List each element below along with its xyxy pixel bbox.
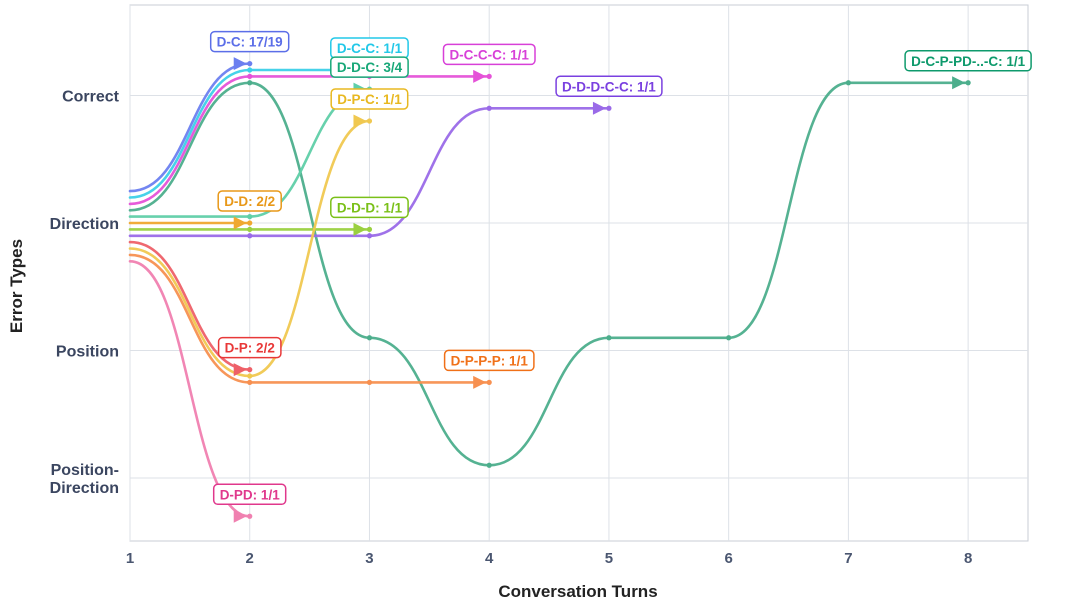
series-point xyxy=(965,80,971,86)
end-label-text: D-D-D-C-C: 1/1 xyxy=(562,79,656,94)
series-point xyxy=(247,373,253,379)
y-tick-label: Position xyxy=(56,344,119,361)
x-tick-label: 5 xyxy=(605,550,613,567)
series-point xyxy=(606,335,612,341)
series-end-arrow xyxy=(233,363,247,377)
y-tick-label: Position-Direction xyxy=(50,462,119,497)
series-end-arrow xyxy=(233,216,247,230)
series-point xyxy=(247,80,253,86)
series-line xyxy=(128,62,251,193)
series-point xyxy=(486,105,492,111)
series-point xyxy=(247,513,253,519)
x-tick-label: 4 xyxy=(485,550,494,567)
series-point xyxy=(247,214,253,220)
series-point xyxy=(486,462,492,468)
series-end-arrow xyxy=(353,222,367,236)
series-point xyxy=(247,226,253,232)
end-label-box xyxy=(217,336,282,359)
series-line xyxy=(128,240,251,371)
series-line xyxy=(128,106,611,238)
end-label-text: D-P-P-P: 1/1 xyxy=(451,353,529,368)
x-tick-label: 3 xyxy=(365,550,373,567)
end-labels: D-C: 17/19 D-C-C: 1/1 D-D-C: 3/4 D-C-C-C: 1… xyxy=(209,30,1032,506)
series-point xyxy=(366,226,373,232)
end-label: D-D-C: 3/4 xyxy=(330,56,409,78)
series-point xyxy=(247,73,253,79)
end-label: D-C-P-PD-..-C: 1/1 xyxy=(904,50,1032,72)
series-point xyxy=(247,367,253,373)
series-lines xyxy=(128,62,970,518)
series-point xyxy=(247,61,253,67)
axes: 1 2 3 4 5 6 7 8 Position-Direction Position Direct… xyxy=(50,89,973,568)
end-label-box xyxy=(442,43,536,66)
series-end-arrow xyxy=(952,76,966,90)
y-tick-label: Direction xyxy=(50,216,119,233)
end-label: D-P-C: 1/1 xyxy=(330,88,409,110)
series-end-arrow xyxy=(473,69,487,83)
series-line xyxy=(128,87,371,218)
end-label-text: D-D-D: 1/1 xyxy=(337,200,403,215)
end-label-box xyxy=(212,483,287,506)
series-point xyxy=(606,105,612,111)
series-point xyxy=(726,335,732,341)
x-tick-label: 6 xyxy=(724,550,732,567)
end-label: D-P-P-P: 1/1 xyxy=(443,349,535,372)
series-markers xyxy=(233,57,971,523)
end-label-box xyxy=(443,349,535,372)
x-tick-label: 1 xyxy=(126,550,134,567)
series-point xyxy=(486,73,492,79)
series-line xyxy=(128,253,491,384)
series-point xyxy=(247,220,253,226)
x-tick-label: 8 xyxy=(964,550,972,567)
end-label-text: D-P-C: 1/1 xyxy=(337,92,402,107)
end-label: D-C-C-C: 1/1 xyxy=(442,43,536,66)
end-label: D-D: 2/2 xyxy=(217,190,282,212)
series-point xyxy=(845,80,852,86)
end-label-box xyxy=(330,88,409,110)
series-line xyxy=(128,75,491,206)
end-label-text: D-C-C: 1/1 xyxy=(337,41,403,56)
end-label-text: D-C-C-C: 1/1 xyxy=(449,47,529,62)
x-tick-label: 2 xyxy=(246,550,254,567)
series-point xyxy=(366,379,373,385)
series-point xyxy=(247,233,253,239)
end-label-text: D-PD: 1/1 xyxy=(220,487,281,502)
end-label-box xyxy=(330,56,409,78)
end-label-text: D-C-P-PD-..-C: 1/1 xyxy=(911,54,1025,69)
series-point xyxy=(366,335,373,341)
y-axis-title: Error Types xyxy=(7,239,26,333)
series-line xyxy=(128,81,970,467)
end-label: D-P: 2/2 xyxy=(217,336,282,359)
end-label-text: D-P: 2/2 xyxy=(225,341,275,356)
end-label: D-C-C: 1/1 xyxy=(330,37,409,59)
x-axis-title: Conversation Turns xyxy=(498,582,657,601)
series-point xyxy=(247,67,253,73)
series-line xyxy=(128,119,371,378)
end-label-text: D-D: 2/2 xyxy=(224,194,275,209)
y-tick-label: Correct xyxy=(62,89,120,106)
end-label: D-C: 17/19 xyxy=(209,30,290,53)
end-label: D-D-D: 1/1 xyxy=(330,196,409,219)
series-end-arrow xyxy=(233,509,247,523)
end-label: D-PD: 1/1 xyxy=(212,483,287,506)
end-label-text: D-D-C: 3/4 xyxy=(337,60,403,75)
x-tick-label: 7 xyxy=(844,550,852,567)
series-end-arrow xyxy=(233,57,247,71)
end-label-box xyxy=(217,190,282,212)
series-end-arrow xyxy=(473,375,487,389)
end-label-box xyxy=(330,196,409,219)
end-label-box xyxy=(555,75,663,98)
end-label-box xyxy=(209,30,290,53)
series-point xyxy=(366,233,373,239)
end-label-text: D-C: 17/19 xyxy=(217,35,283,50)
series-point xyxy=(486,379,492,385)
end-label: D-D-D-C-C: 1/1 xyxy=(555,75,663,98)
series-end-arrow xyxy=(592,101,606,115)
series-end-arrow xyxy=(353,114,367,128)
series-point xyxy=(247,379,253,385)
series-line xyxy=(128,68,371,199)
series-point xyxy=(366,118,373,124)
end-label-box xyxy=(904,50,1032,72)
